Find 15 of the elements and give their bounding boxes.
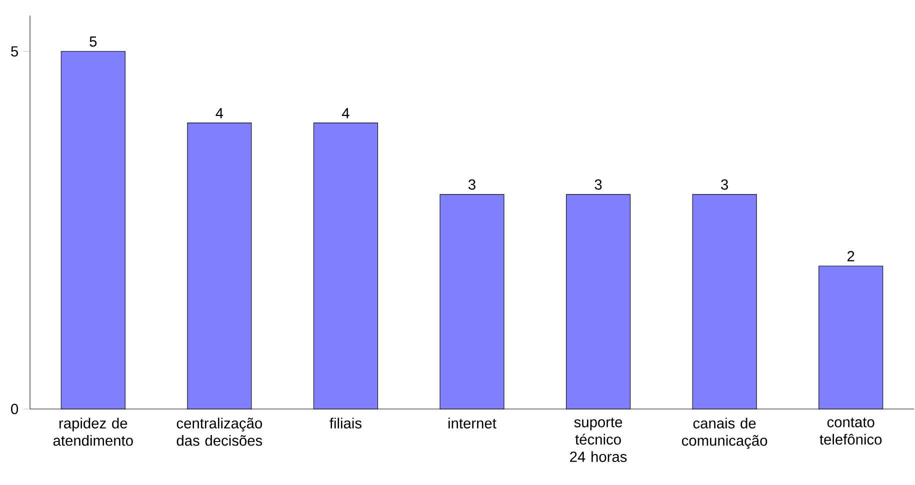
data-label: 5 (90, 36, 97, 47)
data-label: 3 (468, 179, 476, 190)
x-tick-label: filiais (330, 418, 362, 428)
data-label: 4 (216, 108, 224, 118)
x-tick-label: contato telefônico (820, 418, 882, 445)
data-label: 2 (847, 251, 854, 262)
x-tick-label: internet (448, 418, 496, 428)
x-tick-label: centralização das decisões (176, 418, 262, 446)
data-label: 4 (342, 108, 350, 118)
y-tick-label: 0 (11, 404, 18, 414)
x-tick-label: canais de comunicação (682, 418, 768, 449)
x-tick-label: rapidez de atendimento (53, 418, 133, 446)
data-label: 3 (594, 179, 602, 190)
data-label: 3 (721, 179, 728, 190)
x-tick-label: suporte técnico 24 horas (570, 418, 627, 462)
